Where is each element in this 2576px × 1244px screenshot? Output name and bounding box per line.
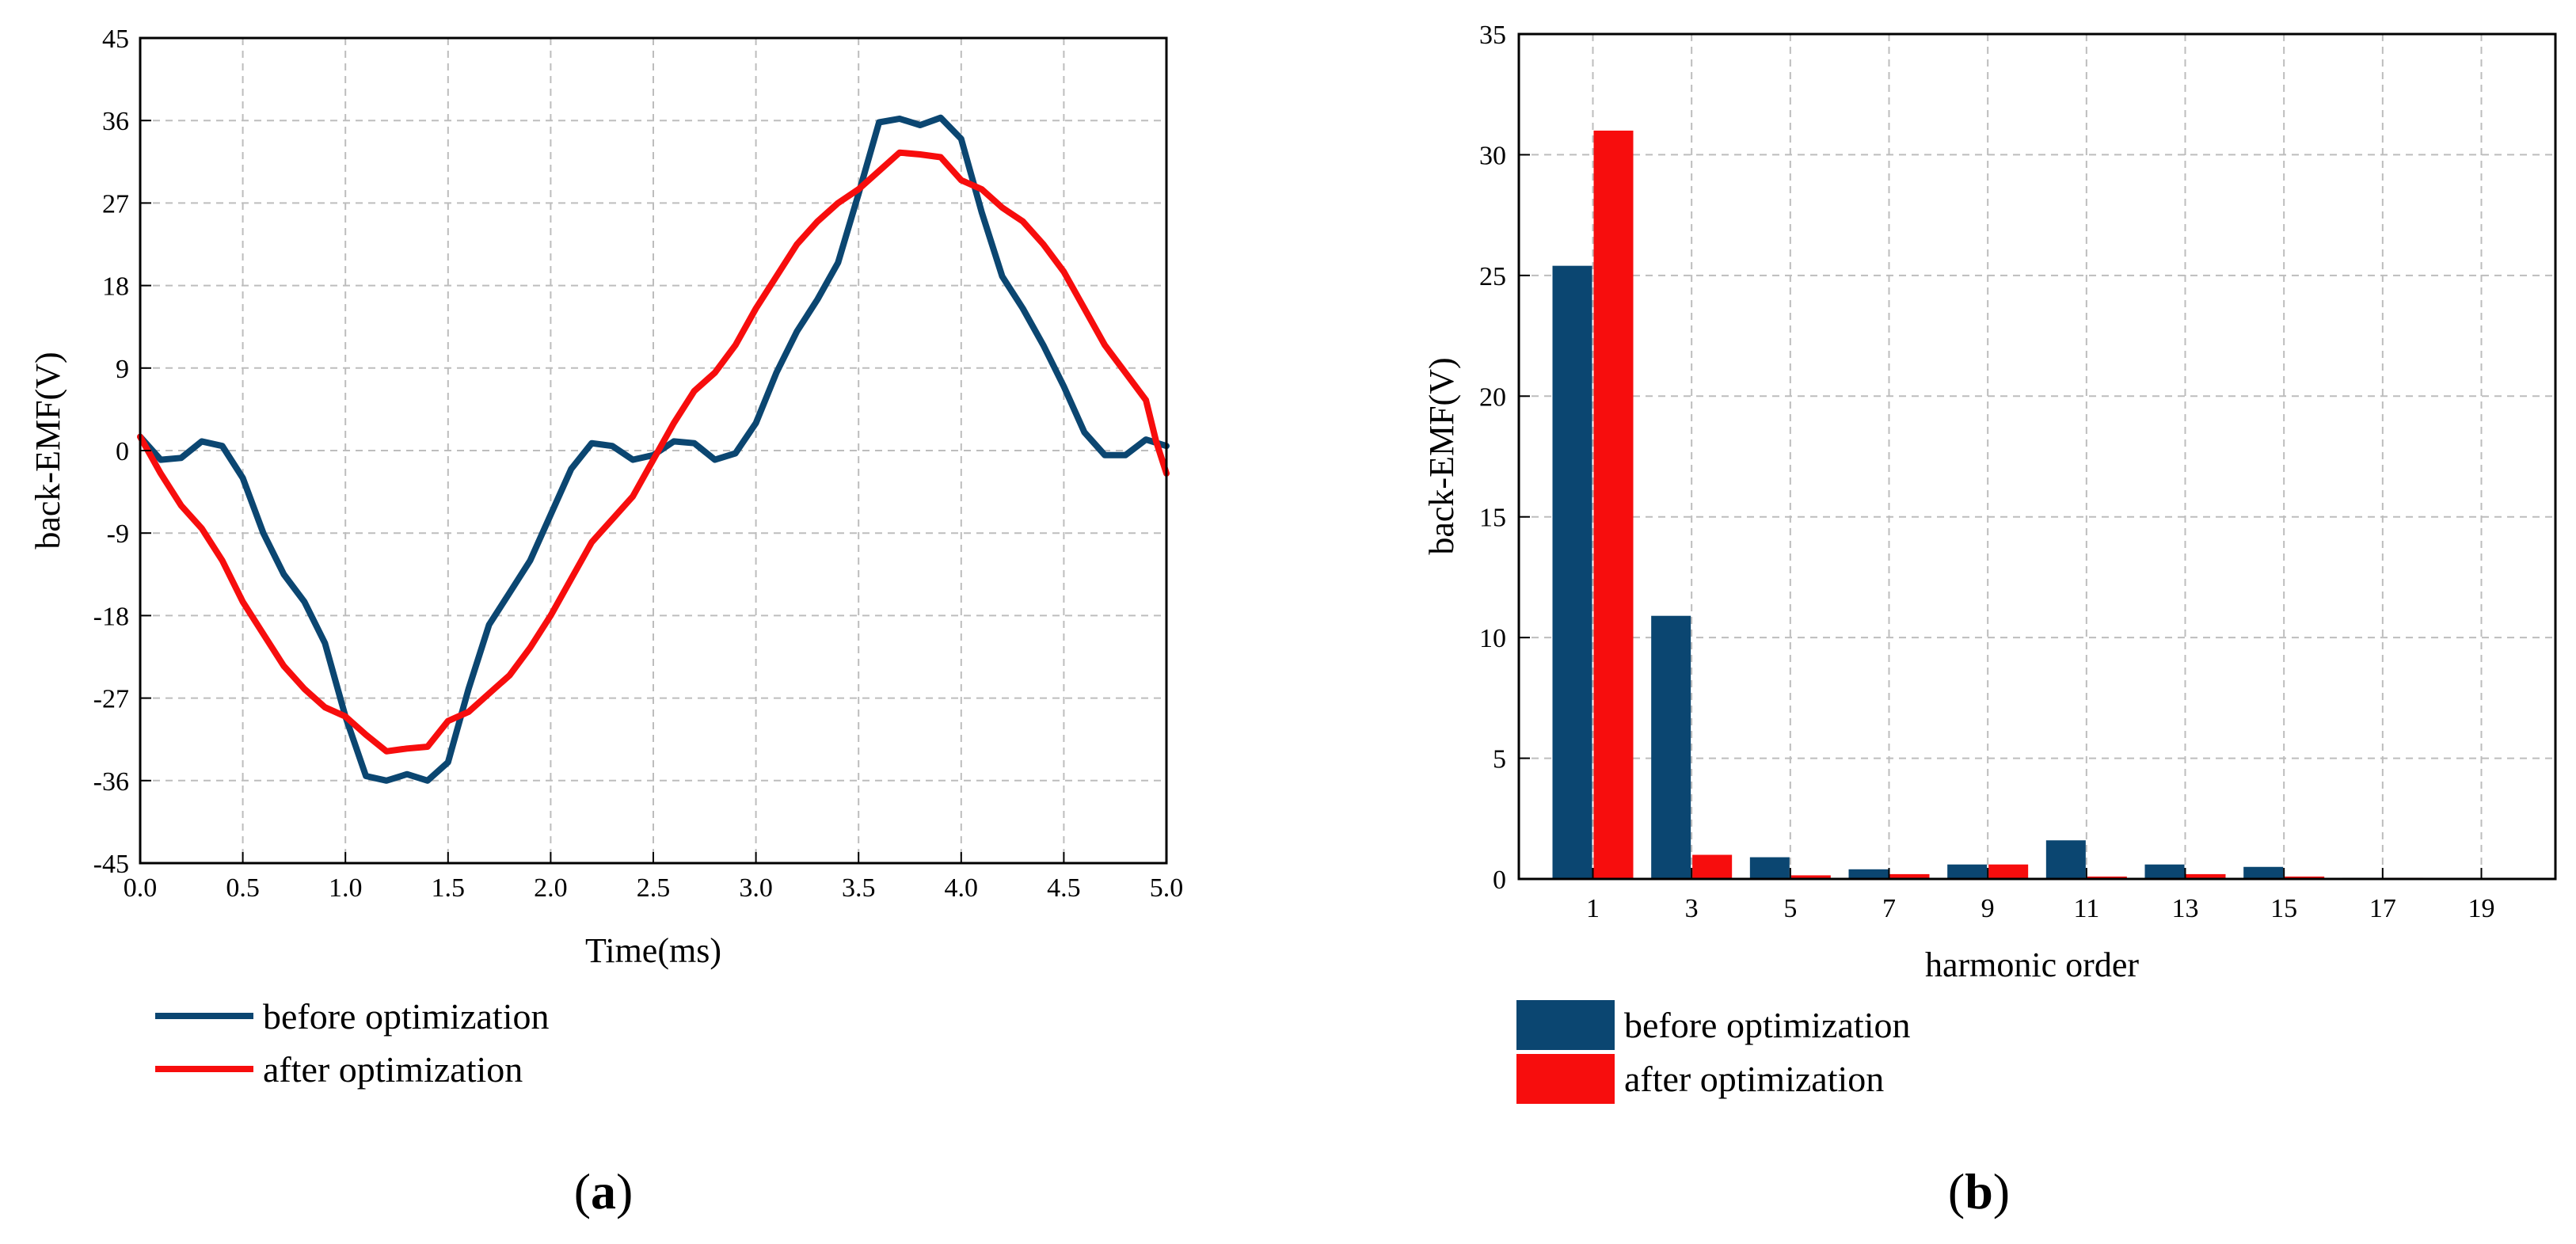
- line-chart-y-tick-label: -36: [93, 767, 129, 797]
- bar-after-optimization: [2285, 876, 2325, 879]
- line-chart-y-tick-label: -45: [93, 850, 129, 879]
- line-chart-y-axis-label: back-EMF(V): [29, 352, 67, 549]
- bar-before-optimization: [1749, 857, 1790, 879]
- line-chart-series: [137, 114, 1170, 784]
- line-chart-x-axis-label: Time(ms): [585, 931, 721, 970]
- bar-chart-y-ticks: 0 5 10 15 20 25 30 35: [1479, 21, 1530, 895]
- bar-before-optimization: [2045, 840, 2086, 879]
- line-chart-x-tick-label: 4.5: [1047, 873, 1081, 903]
- legend-swatch-after: [1516, 1054, 1615, 1104]
- line-chart-x-tick-label: 5.0: [1150, 873, 1184, 903]
- series-line-after-optimization: [137, 149, 1170, 755]
- bar-after-optimization: [1692, 854, 1733, 879]
- line-chart-x-tick-label: 4.0: [945, 873, 979, 903]
- bar-chart-y-tick-label: 35: [1479, 21, 1506, 50]
- line-chart-x-tick-label: 0.0: [124, 873, 158, 903]
- bar-chart-legend: before optimization after optimization: [1516, 1000, 1911, 1104]
- line-chart-x-tick-label: 0.5: [226, 873, 260, 903]
- bar-before-optimization: [2144, 864, 2185, 879]
- line-chart-panel-a: 0.0 0.5 1.0 1.5 2.0 2.5 3.0 3.5 4.0 4.5 5.0 -45 -36…: [29, 25, 1183, 1219]
- bar-chart-x-tick-label: 1: [1586, 894, 1600, 923]
- bar-before-optimization: [1848, 869, 1889, 879]
- line-chart-y-tick-label: -18: [93, 602, 129, 631]
- bar-chart-x-tick-label: 7: [1882, 894, 1896, 923]
- bar-chart-x-tick-label: 17: [2369, 894, 2396, 923]
- legend-label-after: after optimization: [1624, 1059, 1884, 1099]
- line-chart-y-tick-label: 18: [102, 272, 129, 302]
- bar-after-optimization: [1593, 130, 1634, 879]
- line-chart-y-tick-label: 9: [116, 355, 129, 384]
- line-chart-y-tick-label: 0: [116, 437, 129, 466]
- line-chart-y-ticks: -45 -36 -27 -18 -9 0 9 18 27 36 45: [93, 25, 151, 879]
- line-chart-x-tick-label: 1.5: [432, 873, 466, 903]
- bar-chart-y-tick-label: 10: [1479, 624, 1506, 653]
- line-chart-x-tick-label: 2.5: [637, 873, 671, 903]
- line-chart-y-tick-label: -27: [93, 685, 129, 714]
- line-chart-x-tick-label: 2.0: [534, 873, 568, 903]
- bar-chart-y-tick-label: 30: [1479, 141, 1506, 170]
- line-chart-y-tick-label: 36: [102, 107, 129, 136]
- line-chart-y-tick-label: 27: [102, 189, 129, 219]
- line-chart-grid: [140, 38, 1166, 863]
- legend-label-before: before optimization: [1624, 1005, 1911, 1045]
- bar-after-optimization: [1889, 873, 1930, 879]
- bar-before-optimization: [2243, 866, 2284, 879]
- bar-chart-x-tick-label: 9: [1981, 894, 1995, 923]
- bar-chart-x-tick-label: 11: [2073, 894, 2099, 923]
- bar-chart-bars: [1552, 130, 2522, 880]
- bar-before-optimization: [1651, 615, 1691, 879]
- bar-chart-x-ticks: 1 3 5 7 9 11 13 15 17 19: [1586, 868, 2495, 923]
- line-chart-x-tick-label: 3.5: [842, 873, 876, 903]
- bar-chart-x-tick-label: 19: [2468, 894, 2495, 923]
- panel-label-a: (a): [574, 1163, 634, 1219]
- bar-after-optimization: [1790, 875, 1831, 879]
- bar-chart-x-tick-label: 13: [2172, 894, 2199, 923]
- legend-label-after: after optimization: [263, 1049, 523, 1090]
- line-chart-y-tick-label: 45: [102, 25, 129, 54]
- line-chart-x-tick-label: 3.0: [739, 873, 773, 903]
- bar-after-optimization: [2087, 876, 2127, 879]
- legend-label-before: before optimization: [263, 996, 550, 1037]
- line-chart-x-tick-label: 1.0: [329, 873, 363, 903]
- bar-chart-y-tick-label: 0: [1493, 865, 1506, 895]
- bar-chart-y-tick-label: 25: [1479, 262, 1506, 291]
- bar-chart-x-axis-label: harmonic order: [1925, 945, 2139, 984]
- bar-before-optimization: [1552, 265, 1592, 880]
- bar-after-optimization: [1988, 864, 2029, 879]
- line-chart-x-ticks: 0.0 0.5 1.0 1.5 2.0 2.5 3.0 3.5 4.0 4.5 5.0: [124, 852, 1184, 903]
- bar-chart-grid: [1519, 34, 2555, 879]
- bar-chart-y-tick-label: 15: [1479, 504, 1506, 533]
- bar-chart-x-tick-label: 5: [1783, 894, 1797, 923]
- bar-chart-x-tick-label: 15: [2270, 894, 2297, 923]
- line-chart-y-tick-label: -9: [107, 519, 129, 549]
- bar-chart-y-axis-label: back-EMF(V): [1422, 357, 1461, 554]
- bar-chart-plot-frame: [1517, 32, 2557, 881]
- bar-before-optimization: [1947, 864, 1988, 879]
- bar-after-optimization: [2186, 873, 2226, 879]
- bar-chart-y-tick-label: 20: [1479, 382, 1506, 412]
- panel-label-b: (b): [1948, 1163, 2010, 1219]
- bar-chart-y-tick-label: 5: [1493, 745, 1506, 774]
- legend-swatch-before: [1516, 1000, 1615, 1050]
- bar-chart-x-tick-label: 3: [1685, 894, 1699, 923]
- line-chart-legend: before optimization after optimization: [155, 996, 550, 1090]
